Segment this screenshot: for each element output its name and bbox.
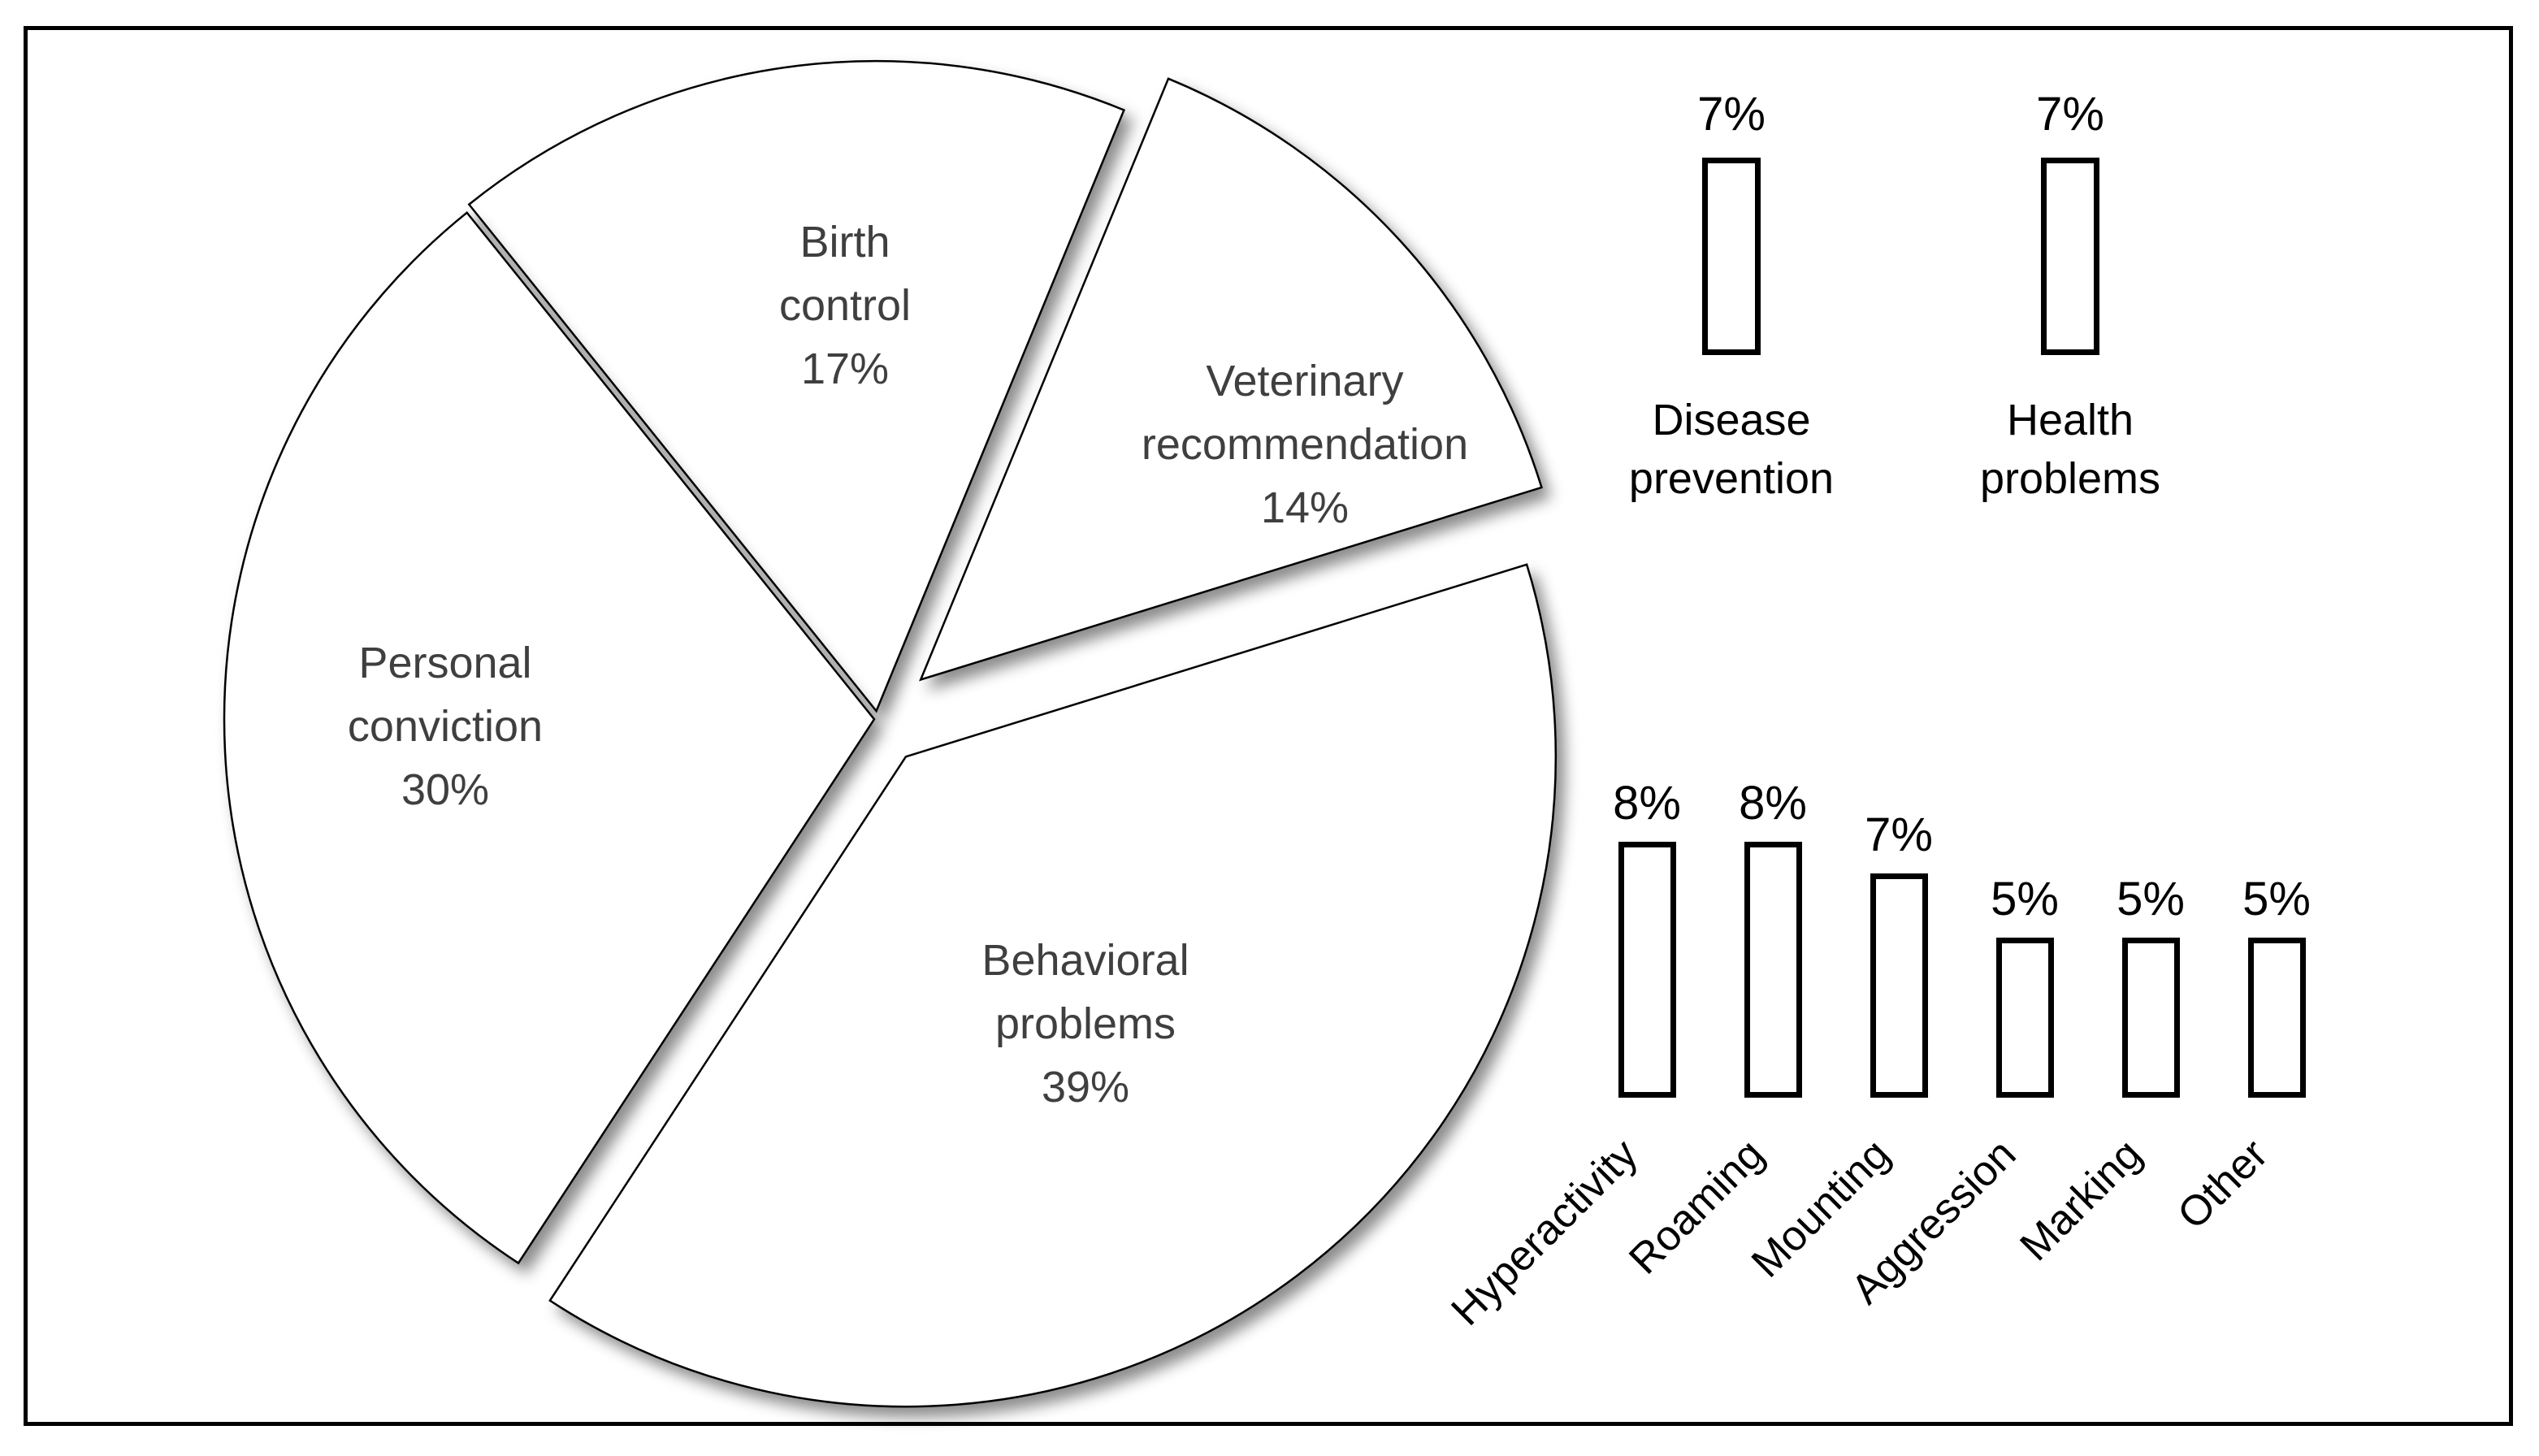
pie-label-line: control (778, 281, 912, 330)
bar-value-label-hyperactivity: 8% (1613, 777, 1681, 830)
pie-label-line: Behavioral (981, 936, 1189, 985)
figure-border (24, 26, 2513, 1426)
bar-value-label-marking: 5% (2117, 873, 2185, 925)
bar-hyperactivity (1618, 842, 1676, 1098)
pie-label-line: 30% (401, 765, 490, 814)
pie-label-line: Personal (358, 639, 532, 687)
bar-category-line: prevention (1628, 454, 1835, 503)
bar-category-label-health-problems: Health problems (1859, 391, 2281, 508)
pie-slice-label-personal-conviction: Personal conviction 30% (348, 631, 543, 821)
bar-health-problems (2041, 158, 2099, 355)
bar-other (2247, 938, 2306, 1098)
pie-slice-label-behavioral-problems: Behavioral problems 39% (981, 929, 1189, 1119)
bar-value-label-other: 5% (2242, 873, 2311, 925)
bar-marking (2121, 938, 2180, 1098)
pie-label-line: 39% (1041, 1063, 1130, 1112)
pie-label-line: conviction (347, 702, 544, 751)
bar-roaming (1744, 842, 1802, 1098)
pie-label-line: recommendation (1141, 420, 1469, 469)
bar-category-line: Disease (1652, 396, 1811, 444)
bar-disease-prevention (1702, 158, 1761, 355)
bar-aggression (1995, 938, 2054, 1098)
bar-value-label-aggression: 5% (1991, 873, 2059, 925)
pie-slice-birth-control (467, 59, 1126, 713)
pie-slice-behavioral-problems (548, 563, 1558, 1408)
bar-value-label-disease-prevention: 7% (1697, 88, 1766, 141)
pie-slice-label-birth-control: Birth control 17% (779, 210, 911, 401)
pie-label-line: problems (994, 999, 1176, 1048)
bar-value-label-mounting: 7% (1865, 808, 1933, 861)
pie-slice-personal-conviction (223, 210, 876, 1265)
pie-label-line: 14% (1260, 483, 1350, 532)
bar-mounting (1870, 873, 1928, 1098)
bar-value-label-health-problems: 7% (2036, 88, 2104, 141)
pie-label-line: Veterinary (1206, 357, 1404, 405)
pie-slice-label-veterinary-recommendation: Veterinary recommendation 14% (1142, 349, 1468, 540)
pie-label-line: 17% (800, 344, 890, 393)
bar-category-line: problems (1979, 454, 2161, 503)
pie-slice-veterinary-recommendation (919, 77, 1543, 682)
bar-value-label-roaming: 8% (1739, 777, 1807, 830)
bar-category-line: Health (2006, 396, 2134, 444)
pie-label-line: Birth (799, 218, 890, 266)
bar-category-label-disease-prevention: Disease prevention (1520, 391, 1943, 508)
